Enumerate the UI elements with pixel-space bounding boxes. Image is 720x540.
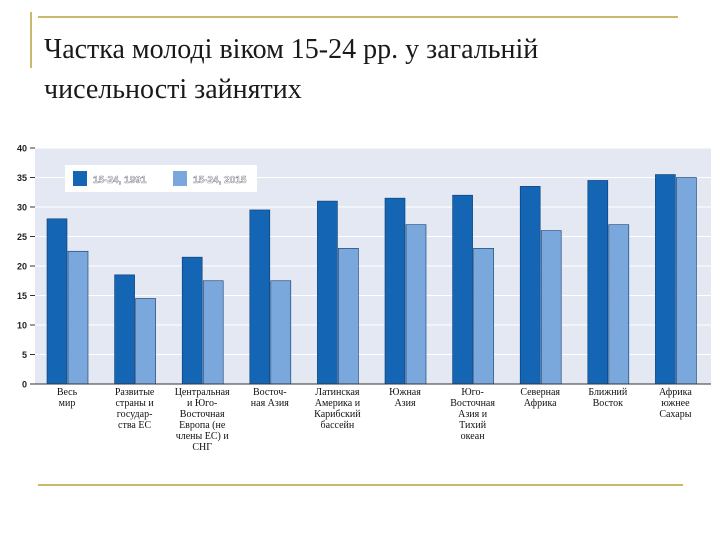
category-label: Центральная и Юго- Восточная Европа (не … (174, 387, 230, 453)
bar-1991 (587, 180, 609, 385)
y-tick-label: 0 (22, 380, 27, 390)
bar-2015 (338, 248, 359, 385)
legend-label-2015: 15-24, 2015 (193, 175, 247, 186)
category-label: Южная Азия (389, 387, 421, 409)
bar-2015 (405, 224, 427, 385)
category-label: Весь мир (56, 387, 78, 409)
y-tick-label: 40 (17, 144, 27, 154)
decorative-bottom-line (38, 484, 683, 486)
bar-1991 (181, 256, 203, 385)
legend-label-1991: 15-24, 1991 (93, 175, 147, 186)
legend-box (65, 165, 257, 192)
bar-2015 (135, 298, 156, 385)
y-tick-label: 10 (17, 321, 27, 331)
legend-swatch-1991 (73, 171, 87, 186)
legend-swatch-2015 (173, 171, 187, 186)
bar-1991 (384, 197, 406, 385)
y-tick-label: 15 (17, 291, 27, 301)
y-tick-label: 35 (17, 173, 27, 183)
bar-2015 (202, 280, 224, 385)
category-label: Латинская Америка и Карибский бассейн (314, 387, 361, 431)
bar-2015 (473, 248, 494, 385)
bar-1991 (655, 174, 676, 385)
bar-2015 (608, 224, 630, 385)
bar-2015 (540, 230, 562, 385)
y-tick-label: 20 (17, 262, 27, 272)
bars (46, 174, 697, 385)
decorative-vertical-line (30, 12, 32, 68)
bar-1991 (249, 209, 271, 385)
y-axis: 0 5 10 15 20 25 30 35 40 (17, 144, 35, 390)
bar-1991 (452, 194, 473, 385)
bar-2015 (67, 250, 89, 385)
category-label: Ближний Восток (588, 387, 628, 409)
bar-1991 (317, 200, 338, 385)
bar-1991 (46, 218, 68, 385)
legend: 15-24, 1991 15-24, 2015 (65, 165, 257, 192)
bar-1991 (114, 274, 135, 385)
category-label: Развитые страны и государ- ства ЕС (114, 387, 155, 431)
decorative-top-line (38, 16, 678, 18)
category-label: Северная Африка (520, 387, 561, 409)
bar-2015 (270, 280, 292, 385)
bar-2015 (676, 177, 697, 385)
category-label: Африка южнее Сахары (658, 387, 692, 420)
category-label: Юго- Восточная Азия и Тихий океан (450, 387, 495, 442)
y-tick-label: 5 (22, 350, 27, 360)
slide-title: Частка молоді віком 15-24 рр. у загальні… (44, 34, 539, 105)
bar-1991 (519, 186, 541, 385)
y-tick-label: 30 (17, 203, 27, 213)
y-tick-label: 25 (17, 232, 27, 242)
category-label: Восточ- ная Азия (250, 387, 289, 409)
bar-chart: 0 5 10 15 20 25 30 35 40 15-24, 1991 15-24, 2015 (17, 144, 711, 390)
